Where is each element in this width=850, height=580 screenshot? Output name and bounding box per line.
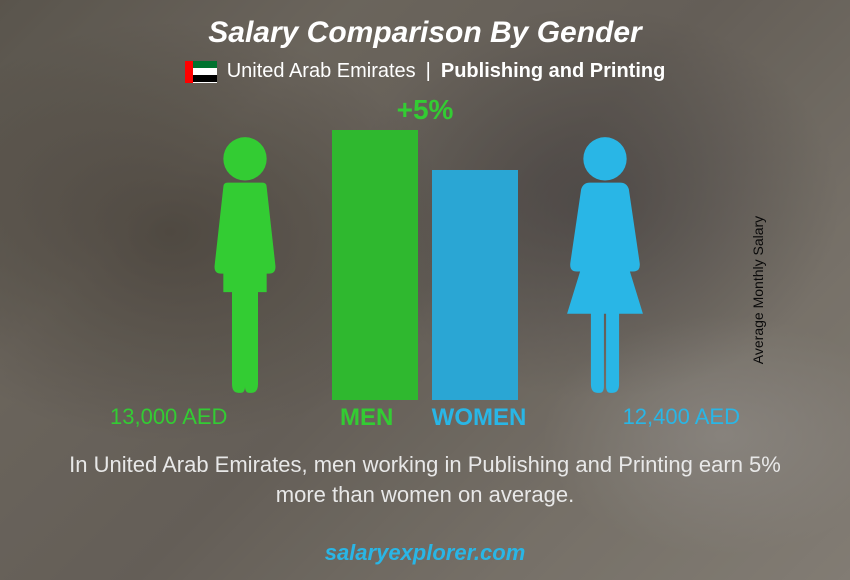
women-salary-value: 12,400 AED [623,404,740,430]
subtitle-row: United Arab Emirates | Publishing and Pr… [0,60,850,83]
country-name: United Arab Emirates [227,60,416,83]
bar-women [432,170,518,400]
delta-label: +5% [397,94,454,126]
women-label: WOMEN [432,404,527,432]
bar-group [332,130,518,400]
men-figure-icon [190,135,300,400]
uae-flag-icon [185,61,217,83]
description-text: In United Arab Emirates, men working in … [60,450,790,509]
page-title: Salary Comparison By Gender [0,0,850,50]
bar-men [332,130,418,400]
subtitle-separator: | [426,60,431,83]
men-label: MEN [324,404,410,432]
y-axis-label: Average Monthly Salary [750,216,766,364]
chart-area: +5% 13,000 AED MEN WOM [0,100,850,440]
sector-name: Publishing and Printing [441,60,665,83]
women-figure-icon [550,135,660,400]
source-url: salaryexplorer.com [0,540,850,566]
infographic-content: Salary Comparison By Gender United Arab … [0,0,850,580]
